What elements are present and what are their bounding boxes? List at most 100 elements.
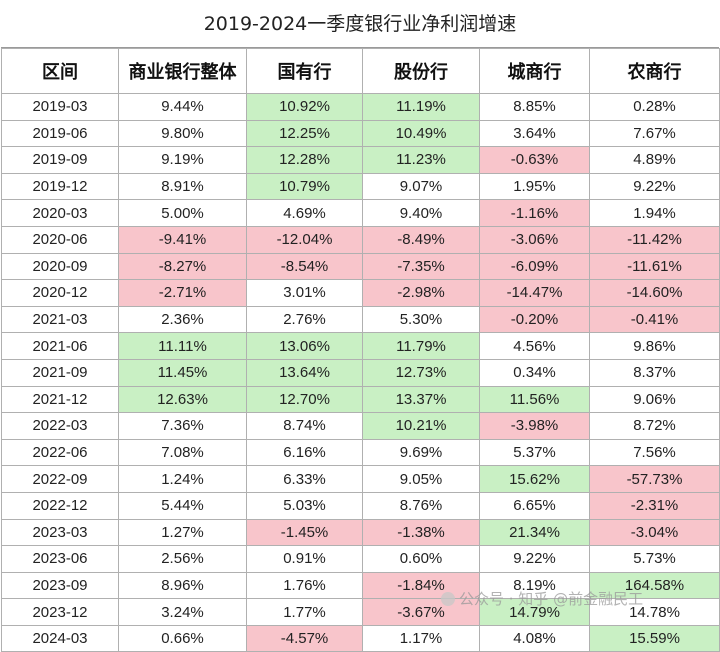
rural-commercial-cell: -0.41% xyxy=(589,305,720,334)
city-commercial-cell: 4.56% xyxy=(479,332,590,360)
period-cell: 2021-12 xyxy=(1,385,119,414)
period-cell: 2019-03 xyxy=(1,93,119,121)
table-row: 2022-12 5.44% 5.03% 8.76% 6.65% -2.31% xyxy=(1,491,720,520)
state-owned-cell: 4.69% xyxy=(246,199,363,227)
joint-stock-cell: 11.79% xyxy=(362,332,480,360)
city-commercial-cell: 11.56% xyxy=(479,385,590,414)
header-city-commercial: 城商行 xyxy=(479,48,590,94)
rural-commercial-cell: -2.31% xyxy=(589,491,720,520)
all-banks-cell: 7.08% xyxy=(118,438,247,467)
state-owned-cell: 1.76% xyxy=(246,571,363,600)
rural-commercial-cell: 8.37% xyxy=(589,358,720,387)
joint-stock-cell: 9.40% xyxy=(362,199,480,227)
city-commercial-cell: -6.09% xyxy=(479,252,590,281)
state-owned-cell: 8.74% xyxy=(246,412,363,440)
joint-stock-cell: 1.17% xyxy=(362,624,480,652)
all-banks-cell: -8.27% xyxy=(118,252,247,281)
table-row: 2020-06 -9.41% -12.04% -8.49% -3.06% -11.42% xyxy=(1,225,720,254)
header-period: 区间 xyxy=(1,48,119,94)
state-owned-cell: 10.79% xyxy=(246,172,363,201)
joint-stock-cell: -3.67% xyxy=(362,598,480,626)
header-state-owned: 国有行 xyxy=(246,48,363,94)
rural-commercial-cell: 9.86% xyxy=(589,332,720,360)
joint-stock-cell: -7.35% xyxy=(362,252,480,281)
table-row: 2021-12 12.63% 12.70% 13.37% 11.56% 9.06% xyxy=(1,385,720,414)
period-cell: 2019-06 xyxy=(1,119,119,148)
state-owned-cell: 2.76% xyxy=(246,305,363,334)
period-cell: 2020-09 xyxy=(1,252,119,281)
table-body: 2019-03 9.44% 10.92% 11.19% 8.85% 0.28% 2019-0… xyxy=(1,93,720,652)
all-banks-cell: 5.44% xyxy=(118,491,247,520)
period-cell: 2020-12 xyxy=(1,279,119,307)
header-row: 区间 商业银行整体 国有行 股份行 城商行 农商行 xyxy=(1,48,720,94)
table-row: 2023-03 1.27% -1.45% -1.38% 21.34% -3.04% xyxy=(1,518,720,547)
city-commercial-cell: 9.22% xyxy=(479,545,590,573)
period-cell: 2020-06 xyxy=(1,225,119,254)
rural-commercial-cell: 0.28% xyxy=(589,93,720,121)
table-row: 2021-09 11.45% 13.64% 12.73% 0.34% 8.37% xyxy=(1,358,720,387)
all-banks-cell: 8.91% xyxy=(118,172,247,201)
rural-commercial-cell: -3.04% xyxy=(589,518,720,547)
table-row: 2021-03 2.36% 2.76% 5.30% -0.20% -0.41% xyxy=(1,305,720,334)
joint-stock-cell: 0.60% xyxy=(362,545,480,573)
city-commercial-cell: 21.34% xyxy=(479,518,590,547)
joint-stock-cell: 10.49% xyxy=(362,119,480,148)
all-banks-cell: 3.24% xyxy=(118,598,247,626)
state-owned-cell: 0.91% xyxy=(246,545,363,573)
state-owned-cell: 5.03% xyxy=(246,491,363,520)
joint-stock-cell: -2.98% xyxy=(362,279,480,307)
period-cell: 2023-09 xyxy=(1,571,119,600)
city-commercial-cell: 8.19% xyxy=(479,571,590,600)
joint-stock-cell: 9.07% xyxy=(362,172,480,201)
table-row: 2022-06 7.08% 6.16% 9.69% 5.37% 7.56% xyxy=(1,438,720,467)
city-commercial-cell: -3.98% xyxy=(479,412,590,440)
all-banks-cell: -2.71% xyxy=(118,279,247,307)
rural-commercial-cell: 164.58% xyxy=(589,571,720,600)
period-cell: 2020-03 xyxy=(1,199,119,227)
joint-stock-cell: 10.21% xyxy=(362,412,480,440)
state-owned-cell: -12.04% xyxy=(246,225,363,254)
state-owned-cell: 6.33% xyxy=(246,465,363,493)
rural-commercial-cell: 5.73% xyxy=(589,545,720,573)
period-cell: 2023-12 xyxy=(1,598,119,626)
rural-commercial-cell: 9.22% xyxy=(589,172,720,201)
state-owned-cell: 12.28% xyxy=(246,146,363,174)
all-banks-cell: 9.80% xyxy=(118,119,247,148)
table-row: 2022-03 7.36% 8.74% 10.21% -3.98% 8.72% xyxy=(1,412,720,440)
table-row: 2023-12 3.24% 1.77% -3.67% 14.79% 14.78% xyxy=(1,598,720,626)
city-commercial-cell: -0.20% xyxy=(479,305,590,334)
joint-stock-cell: 11.19% xyxy=(362,93,480,121)
state-owned-cell: -4.57% xyxy=(246,624,363,652)
rural-commercial-cell: -14.60% xyxy=(589,279,720,307)
period-cell: 2024-03 xyxy=(1,624,119,652)
table-row: 2019-12 8.91% 10.79% 9.07% 1.95% 9.22% xyxy=(1,172,720,201)
table-row: 2019-09 9.19% 12.28% 11.23% -0.63% 4.89% xyxy=(1,146,720,174)
table-row: 2019-06 9.80% 12.25% 10.49% 3.64% 7.67% xyxy=(1,119,720,148)
state-owned-cell: -1.45% xyxy=(246,518,363,547)
all-banks-cell: 9.44% xyxy=(118,93,247,121)
city-commercial-cell: -0.63% xyxy=(479,146,590,174)
table-row: 2020-12 -2.71% 3.01% -2.98% -14.47% -14.60% xyxy=(1,279,720,307)
period-cell: 2022-12 xyxy=(1,491,119,520)
all-banks-cell: 2.36% xyxy=(118,305,247,334)
all-banks-cell: 7.36% xyxy=(118,412,247,440)
table-row: 2023-09 8.96% 1.76% -1.84% 8.19% 164.58% xyxy=(1,571,720,600)
period-cell: 2021-09 xyxy=(1,358,119,387)
city-commercial-cell: 15.62% xyxy=(479,465,590,493)
all-banks-cell: 1.24% xyxy=(118,465,247,493)
rural-commercial-cell: 8.72% xyxy=(589,412,720,440)
city-commercial-cell: -3.06% xyxy=(479,225,590,254)
rural-commercial-cell: 15.59% xyxy=(589,624,720,652)
rural-commercial-cell: 1.94% xyxy=(589,199,720,227)
period-cell: 2022-03 xyxy=(1,412,119,440)
all-banks-cell: 9.19% xyxy=(118,146,247,174)
joint-stock-cell: -8.49% xyxy=(362,225,480,254)
all-banks-cell: 8.96% xyxy=(118,571,247,600)
state-owned-cell: 13.64% xyxy=(246,358,363,387)
header-joint-stock: 股份行 xyxy=(362,48,480,94)
city-commercial-cell: 1.95% xyxy=(479,172,590,201)
all-banks-cell: 11.45% xyxy=(118,358,247,387)
state-owned-cell: -8.54% xyxy=(246,252,363,281)
joint-stock-cell: 8.76% xyxy=(362,491,480,520)
state-owned-cell: 12.70% xyxy=(246,385,363,414)
